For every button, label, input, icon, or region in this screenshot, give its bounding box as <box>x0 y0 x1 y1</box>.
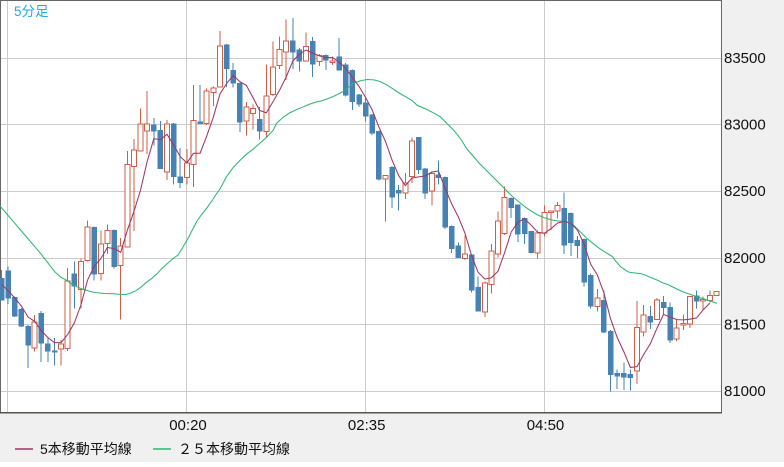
svg-text:83000: 83000 <box>724 117 766 134</box>
svg-text:04:50: 04:50 <box>527 417 565 434</box>
svg-text:83500: 83500 <box>724 50 766 67</box>
svg-text:81500: 81500 <box>724 316 766 333</box>
svg-text:5分足: 5分足 <box>14 4 49 19</box>
svg-text:02:35: 02:35 <box>348 417 386 434</box>
svg-text:２５本移動平均線: ２５本移動平均線 <box>178 441 290 457</box>
svg-text:00:20: 00:20 <box>169 417 207 434</box>
svg-text:81000: 81000 <box>724 383 766 400</box>
svg-text:82000: 82000 <box>724 250 766 267</box>
svg-text:5本移動平均線: 5本移動平均線 <box>40 441 132 457</box>
svg-text:82500: 82500 <box>724 183 766 200</box>
